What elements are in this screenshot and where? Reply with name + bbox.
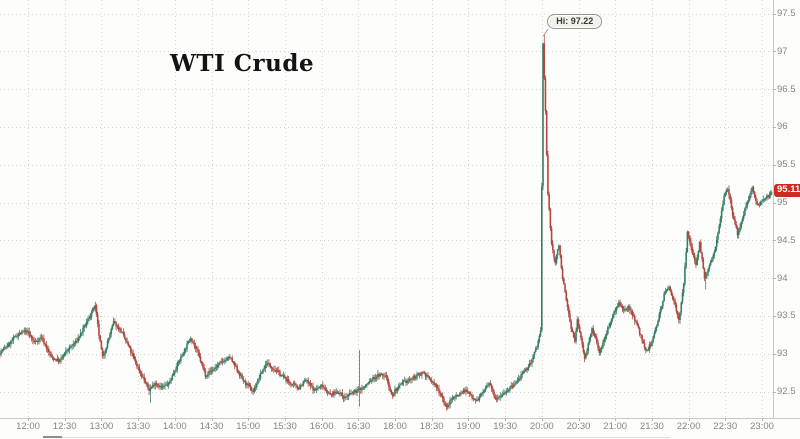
y-axis-tick-label: 97.5 [777,8,796,19]
x-axis-tick-label: 13:30 [126,421,150,432]
x-axis-tick-label: 23:00 [750,421,774,432]
x-axis-tick-label: 14:30 [199,421,224,432]
x-axis-tick-label: 13:00 [89,421,114,432]
y-axis-tick-label: 95 [777,197,788,208]
x-axis-tick-label: 12:00 [16,421,40,432]
y-axis-tick-label: 95.5 [777,159,796,171]
y-axis-tick-label: 93 [777,348,788,360]
x-axis-tick-label: 22:30 [713,421,738,432]
x-axis-tick-label: 12:30 [52,421,77,432]
x-axis-tick-label: 15:00 [236,421,261,432]
x-axis-tick-label: 22:00 [676,421,701,432]
chart-title: WTI Crude [170,50,315,77]
x-axis-tick-label: 20:30 [566,421,591,432]
scrollbar-thumb[interactable] [43,436,62,438]
x-axis-tick-label: 19:00 [456,421,481,432]
x-axis-tick-label: 21:00 [603,421,628,432]
x-axis-tick-label: 21:30 [640,421,664,432]
x-axis-tick-label: 18:00 [383,421,407,432]
y-axis-tick-label: 93.5 [777,310,796,322]
scrollbar-track [62,437,670,438]
y-axis-tick-label: 97 [777,45,788,57]
session-high-tooltip: Hi: 97.22 [547,14,603,29]
x-axis-tick-label: 14:00 [162,421,187,432]
y-axis-tick-label: 94 [777,272,788,284]
x-axis-tick-label: 18:30 [419,421,444,432]
x-axis-tick-label: 16:00 [309,421,334,432]
x-axis-tick-label: 15:30 [273,421,297,432]
y-axis-tick-label: 96 [777,121,788,133]
x-axis-tick-label: 19:30 [493,421,517,432]
x-axis-tick-label: 20:00 [529,421,554,432]
x-axis-tick-label: 16:30 [346,421,371,432]
y-axis-tick-label: 92.5 [777,386,796,397]
y-axis-tick-label: 96.5 [777,83,796,95]
y-axis-tick-label: 94.5 [777,234,796,246]
last-price-badge: 95.11 [774,184,800,198]
